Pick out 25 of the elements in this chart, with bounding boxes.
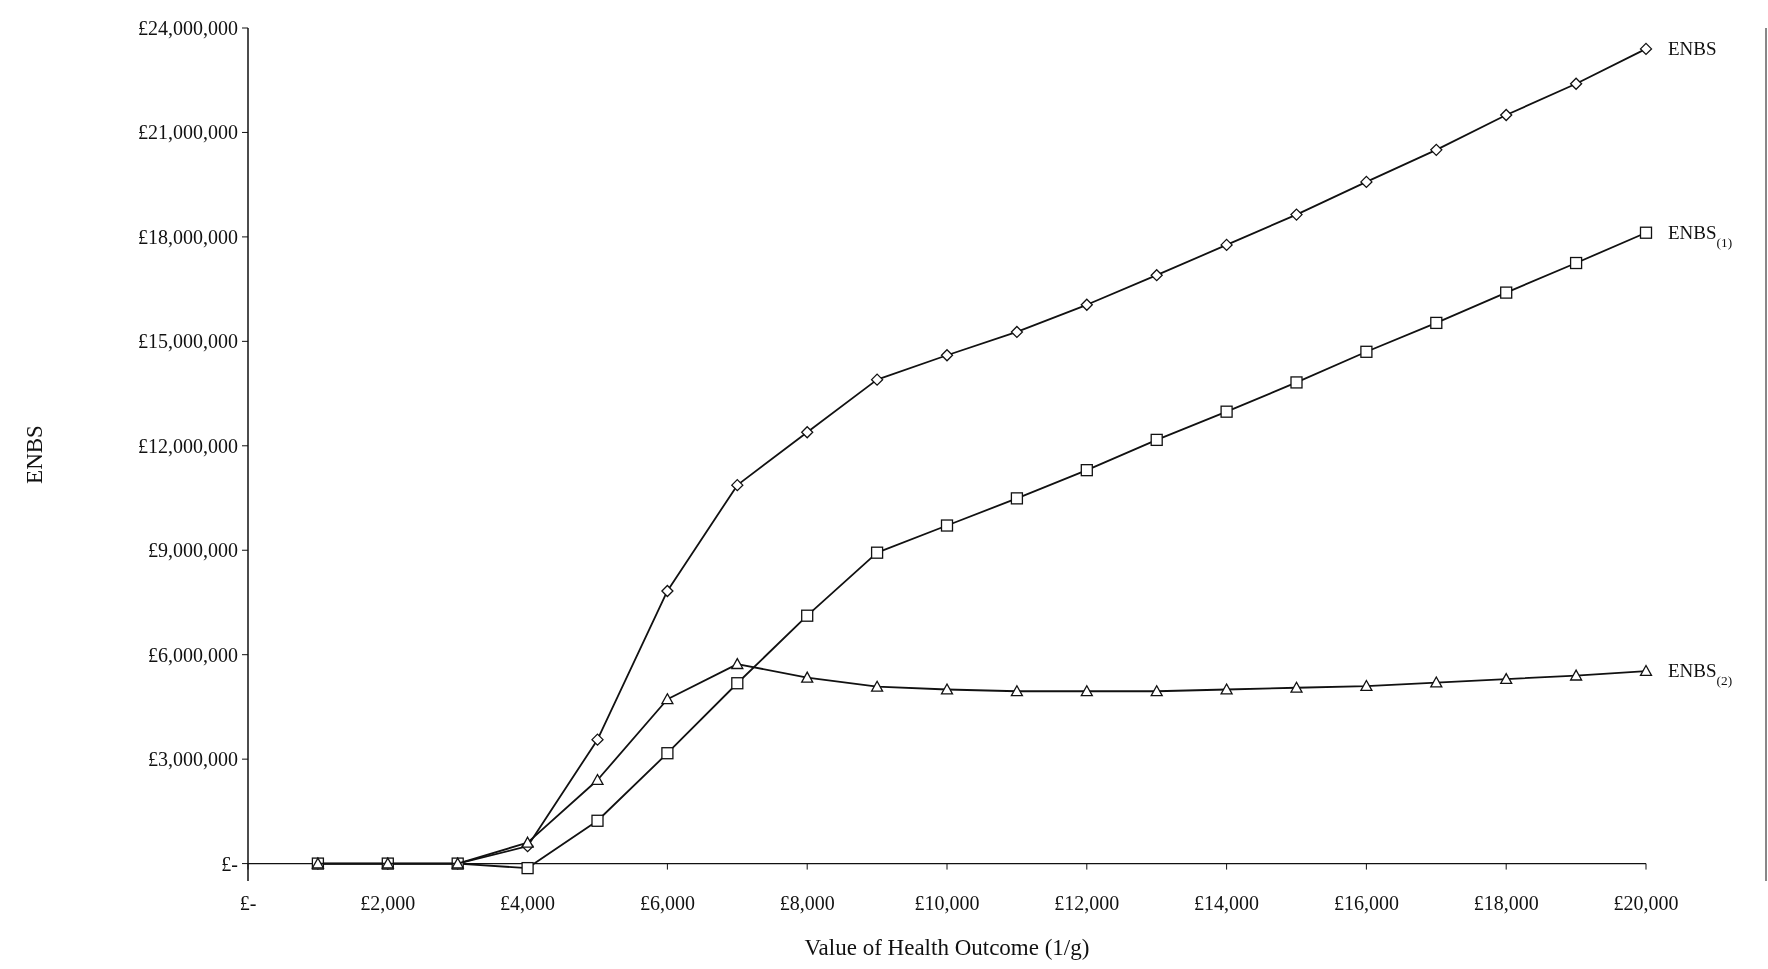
x-tick-label: £20,000: [1613, 891, 1679, 914]
x-tick-label: £6,000: [639, 891, 695, 914]
series-label: ENBS: [1668, 37, 1717, 59]
y-tick-label: £24,000,000: [138, 17, 238, 39]
series-label: ENBS$_{(1)}$: [1668, 221, 1733, 250]
x-tick-label: £16,000: [1333, 891, 1399, 914]
x-axis-title: Value of Health Outcome (1/g): [804, 935, 1090, 960]
x-tick-label: £12,000: [1054, 891, 1120, 914]
y-tick-label: £6,000,000: [148, 643, 238, 666]
y-tick-label: £15,000,000: [138, 330, 238, 353]
y-tick-label: £-: [221, 852, 238, 875]
x-tick-label: £8,000: [779, 891, 835, 914]
y-tick-label: £18,000,000: [138, 225, 238, 248]
series-label: ENBS$_{(2)}$: [1668, 660, 1733, 688]
x-tick-label: £10,000: [914, 891, 980, 914]
y-tick-label: £12,000,000: [138, 434, 238, 457]
y-axis-title: ENBS: [22, 425, 47, 484]
x-tick-label: £14,000: [1194, 891, 1260, 914]
y-tick-label: £3,000,000: [148, 748, 238, 771]
x-tick-label: £2,000: [360, 891, 416, 914]
y-tick-label: £21,000,000: [138, 121, 238, 144]
y-tick-label: £9,000,000: [148, 539, 238, 562]
x-tick-label: £-: [239, 891, 257, 914]
x-tick-label: £4,000: [500, 891, 556, 914]
x-tick-label: £18,000: [1473, 891, 1539, 914]
